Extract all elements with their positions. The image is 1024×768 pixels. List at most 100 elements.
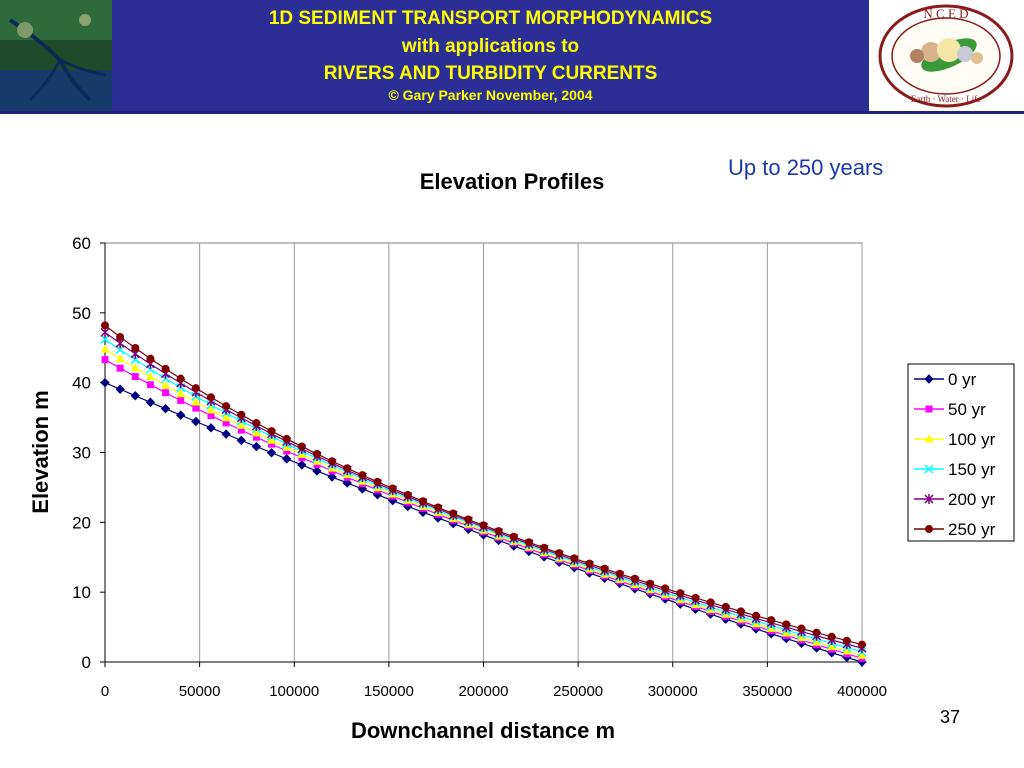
data-point [312, 466, 322, 476]
data-point [924, 374, 934, 384]
data-point [100, 334, 110, 344]
data-point [191, 397, 201, 406]
data-point [555, 549, 564, 558]
data-point [252, 433, 260, 441]
data-point [924, 464, 934, 474]
y-tick-label: 50 [72, 304, 91, 323]
data-point [160, 404, 171, 414]
data-point [115, 354, 125, 363]
data-point [372, 490, 383, 500]
data-point [736, 607, 745, 616]
data-point [101, 321, 109, 330]
data-point [115, 384, 125, 394]
data-point [116, 332, 125, 341]
legend-label: 150 yr [948, 460, 996, 479]
data-point [176, 389, 186, 398]
data-point [145, 372, 155, 381]
data-point [222, 402, 231, 411]
data-point [327, 472, 337, 482]
logo-text: N C E D [923, 6, 968, 21]
data-point [251, 441, 262, 452]
data-point [268, 440, 276, 448]
data-point [781, 628, 791, 637]
data-point [191, 416, 201, 427]
data-point [236, 435, 246, 446]
title-band [112, 0, 869, 111]
data-point [373, 477, 382, 486]
data-point [661, 584, 670, 593]
header-title-line3: RIVERS AND TURBIDITY CURRENTS [323, 63, 658, 84]
data-point [857, 650, 867, 659]
x-tick-label: 350000 [742, 683, 792, 700]
data-point [924, 434, 934, 443]
data-point [615, 569, 624, 578]
data-point [403, 490, 412, 499]
data-point [343, 464, 352, 473]
legend-box [907, 363, 1015, 542]
data-point [600, 564, 609, 573]
delta-satellite-image [0, 0, 112, 111]
legend-item: 200 yr [914, 490, 996, 509]
legend-label: 200 yr [948, 490, 996, 509]
data-point [251, 428, 261, 437]
data-point [388, 484, 397, 493]
data-point [145, 397, 156, 407]
data-point [191, 384, 200, 393]
data-point [585, 559, 594, 568]
data-point [236, 420, 246, 429]
data-point [161, 380, 171, 389]
data-point [782, 620, 791, 629]
data-point [925, 525, 933, 533]
data-point [924, 494, 934, 504]
legend-label: 250 yr [948, 520, 996, 539]
legend-label: 0 yr [948, 370, 977, 389]
data-point [342, 478, 352, 488]
data-point [524, 538, 533, 547]
data-point [827, 632, 836, 641]
data-point [297, 442, 306, 451]
y-axis-label: Elevation m [28, 390, 53, 513]
page-number: 37 [940, 707, 961, 727]
data-point [282, 442, 292, 451]
data-point [282, 434, 291, 443]
x-tick-label: 250000 [553, 683, 603, 700]
data-point [842, 646, 852, 655]
legend-item: 50 yr [914, 400, 986, 419]
time-range-note: Up to 250 years [728, 155, 884, 180]
header-copyright: © Gary Parker November, 2004 [388, 87, 593, 103]
y-tick-label: 10 [72, 583, 91, 602]
legend-label: 100 yr [948, 430, 996, 449]
data-point [101, 356, 109, 364]
data-point [827, 642, 837, 651]
data-point [161, 364, 170, 373]
y-tick-label: 30 [72, 444, 91, 463]
data-point [297, 449, 307, 458]
header-title-line1: 1D SEDIMENT TRANSPORT MORPHODYNAMICS [268, 8, 713, 29]
data-point [146, 381, 154, 389]
data-point [222, 419, 230, 427]
series-250-yr [101, 321, 866, 649]
data-point [797, 624, 806, 633]
data-point [283, 447, 291, 455]
data-point [192, 404, 200, 412]
data-point [146, 354, 155, 363]
data-point [100, 377, 110, 388]
data-point [796, 633, 806, 642]
header-title-line2: with applications to [401, 36, 580, 57]
x-tick-label: 50000 [179, 683, 221, 700]
data-point [252, 419, 261, 428]
data-point [266, 448, 277, 458]
data-point [925, 405, 933, 413]
y-tick-label: 60 [72, 234, 91, 253]
data-point [267, 435, 277, 444]
data-point [312, 449, 321, 458]
data-point [721, 602, 730, 611]
data-point [297, 460, 307, 470]
nced-logo-icon: N C E D Earth · Water · Life [878, 4, 1014, 108]
legend: 0 yr 50 yr 100 yr 150 yr 200 yr 250 yr [907, 363, 1015, 542]
data-point [176, 374, 185, 383]
y-tick-label: 0 [82, 653, 91, 672]
data-point [206, 393, 215, 402]
x-tick-label: 300000 [648, 683, 698, 700]
